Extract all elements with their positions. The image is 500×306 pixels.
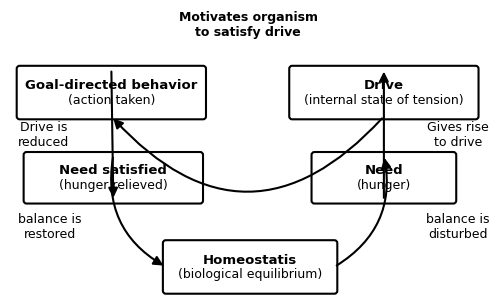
Text: balance is
restored: balance is restored <box>18 213 82 241</box>
Text: Goal-directed behavior: Goal-directed behavior <box>25 79 198 92</box>
Text: (hunger): (hunger) <box>357 179 411 192</box>
Text: Homeostatis: Homeostatis <box>203 253 297 267</box>
FancyBboxPatch shape <box>163 240 338 294</box>
FancyBboxPatch shape <box>312 152 456 203</box>
Text: Gives rise
to drive: Gives rise to drive <box>428 121 489 149</box>
Text: (action taken): (action taken) <box>68 94 155 107</box>
Text: (biological equilibrium): (biological equilibrium) <box>178 268 322 282</box>
Text: Need: Need <box>364 164 403 177</box>
Text: Need satisfied: Need satisfied <box>60 164 168 177</box>
Text: Drive: Drive <box>364 79 404 92</box>
FancyBboxPatch shape <box>16 66 206 119</box>
Text: balance is
disturbed: balance is disturbed <box>426 213 490 241</box>
Text: (hunger relieved): (hunger relieved) <box>59 179 168 192</box>
Text: Drive is
reduced: Drive is reduced <box>18 121 70 149</box>
Text: Motivates organism
to satisfy drive: Motivates organism to satisfy drive <box>178 11 318 39</box>
FancyBboxPatch shape <box>24 152 203 203</box>
Text: (internal state of tension): (internal state of tension) <box>304 94 464 107</box>
FancyBboxPatch shape <box>289 66 478 119</box>
